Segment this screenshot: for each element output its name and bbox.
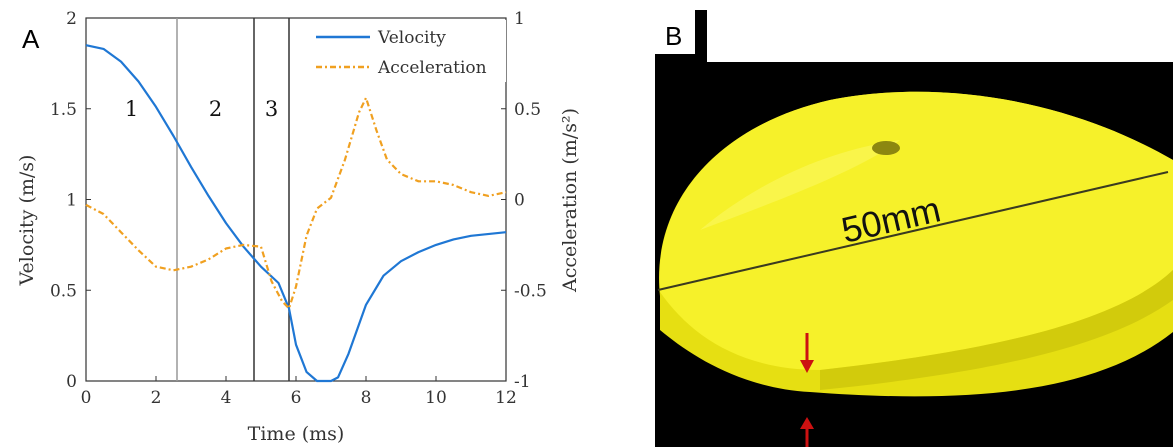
y2-tick-label: 1 <box>514 9 525 29</box>
y-tick-label: 0 <box>66 372 77 392</box>
image-panel-b: B 50mm <box>640 0 1173 447</box>
x-tick-label: 2 <box>151 388 162 408</box>
legend-label-acceleration: Acceleration <box>377 58 487 78</box>
series-line-velocity <box>85 44 507 383</box>
x-axis-label: Time (ms) <box>248 423 345 445</box>
region-label: 3 <box>265 97 278 121</box>
y-tick-label: 1.5 <box>50 100 77 120</box>
y2-tick-label: -0.5 <box>514 281 547 301</box>
panel-b-label: B <box>665 21 682 51</box>
y-tick-label: 2 <box>66 9 77 29</box>
region-label: 2 <box>209 97 222 121</box>
y2-tick-label: 0 <box>514 191 525 211</box>
panel-a-label: A <box>22 24 40 54</box>
y-axis-right: -1 -0.5 0 0.5 1 <box>501 9 547 392</box>
object-shadow <box>820 270 1173 390</box>
y-axis-left: 0 0.5 1 1.5 2 <box>50 9 91 392</box>
series-line-acceleration <box>85 96 507 310</box>
y2-axis-label: Acceleration (m/s²) <box>559 108 581 293</box>
object-pit <box>872 141 900 155</box>
y2-tick-label: 0.5 <box>514 100 541 120</box>
x-tick-label: 0 <box>81 388 92 408</box>
x-tick-label: 4 <box>221 388 232 408</box>
measurement-line <box>657 171 1169 291</box>
legend-label-velocity: Velocity <box>377 28 446 48</box>
x-tick-label: 6 <box>291 388 302 408</box>
x-tick-label: 8 <box>361 388 372 408</box>
panel-b-label-box <box>655 10 695 54</box>
y-axis-label: Velocity (m/s) <box>16 155 38 287</box>
arrow-up-icon <box>800 417 814 447</box>
y2-tick-label: -1 <box>514 372 531 392</box>
arrow-down-icon <box>800 333 814 373</box>
x-tick-label: 12 <box>495 388 517 408</box>
x-axis: 0 2 4 6 8 10 12 <box>81 376 517 408</box>
legend-box <box>300 20 506 82</box>
x-tick-label: 10 <box>425 388 447 408</box>
y-tick-label: 1 <box>66 191 77 211</box>
legend: Velocity Acceleration <box>300 20 506 82</box>
region-label: 1 <box>125 97 138 121</box>
y2-axis-label-text: Acceleration (m/s²) <box>559 108 581 293</box>
y-tick-label: 0.5 <box>50 281 77 301</box>
